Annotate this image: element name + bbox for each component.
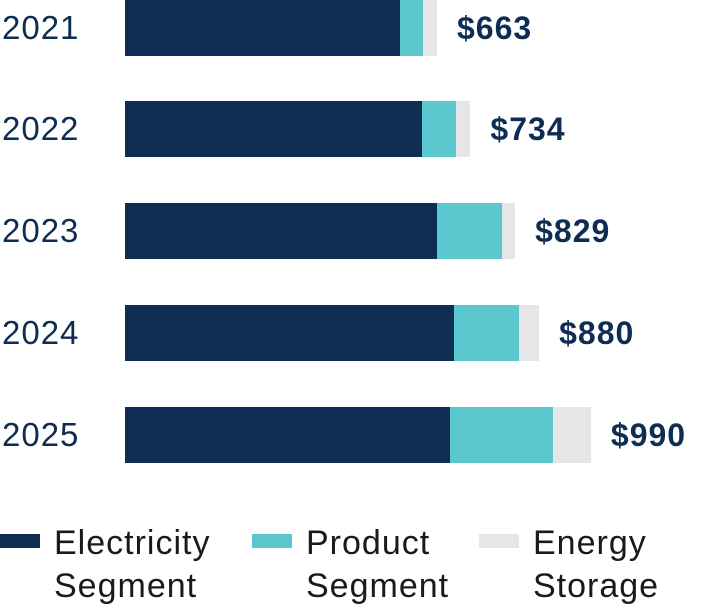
legend-swatch (252, 534, 292, 548)
bar-segment-energy-storage (422, 0, 437, 56)
bar-segment-product-segment (449, 407, 553, 463)
legend-swatch (479, 534, 519, 548)
bar-segment-product-segment (453, 305, 519, 361)
bar-segment-product-segment (437, 203, 503, 259)
total-label: $829 (535, 213, 611, 249)
bar-segment-energy-storage (552, 407, 591, 463)
legend-label: Electricity Segment (54, 524, 211, 605)
total-label: $734 (490, 111, 566, 147)
bar-segment-product-segment (422, 101, 457, 157)
bar-segment-electricity-segment (125, 0, 400, 56)
year-label: 2021 (2, 9, 80, 46)
legend-label: Product Segment (306, 524, 450, 605)
bar-segment-energy-storage (456, 101, 471, 157)
total-label: $880 (559, 315, 635, 351)
bar-segment-energy-storage (518, 305, 540, 361)
total-label: $663 (457, 10, 533, 46)
bar-segment-product-segment (399, 0, 423, 56)
total-label: $990 (610, 417, 687, 453)
year-label: 2024 (2, 314, 80, 351)
stacked-bar-chart: 2021 $663 2022 $734 2023 $829 2024 $880 2025 $990 (2, 0, 687, 463)
legend-swatch (0, 534, 40, 548)
legend-label: Energy Storage (533, 524, 660, 605)
bar-segment-electricity-segment (125, 407, 450, 463)
bar-segment-electricity-segment (125, 305, 454, 361)
bar-segment-electricity-segment (125, 101, 423, 157)
bar-segment-electricity-segment (125, 203, 438, 259)
year-label: 2022 (2, 110, 80, 147)
year-label: 2023 (2, 212, 80, 249)
bar-segment-energy-storage (502, 203, 516, 259)
year-label: 2025 (2, 416, 80, 453)
